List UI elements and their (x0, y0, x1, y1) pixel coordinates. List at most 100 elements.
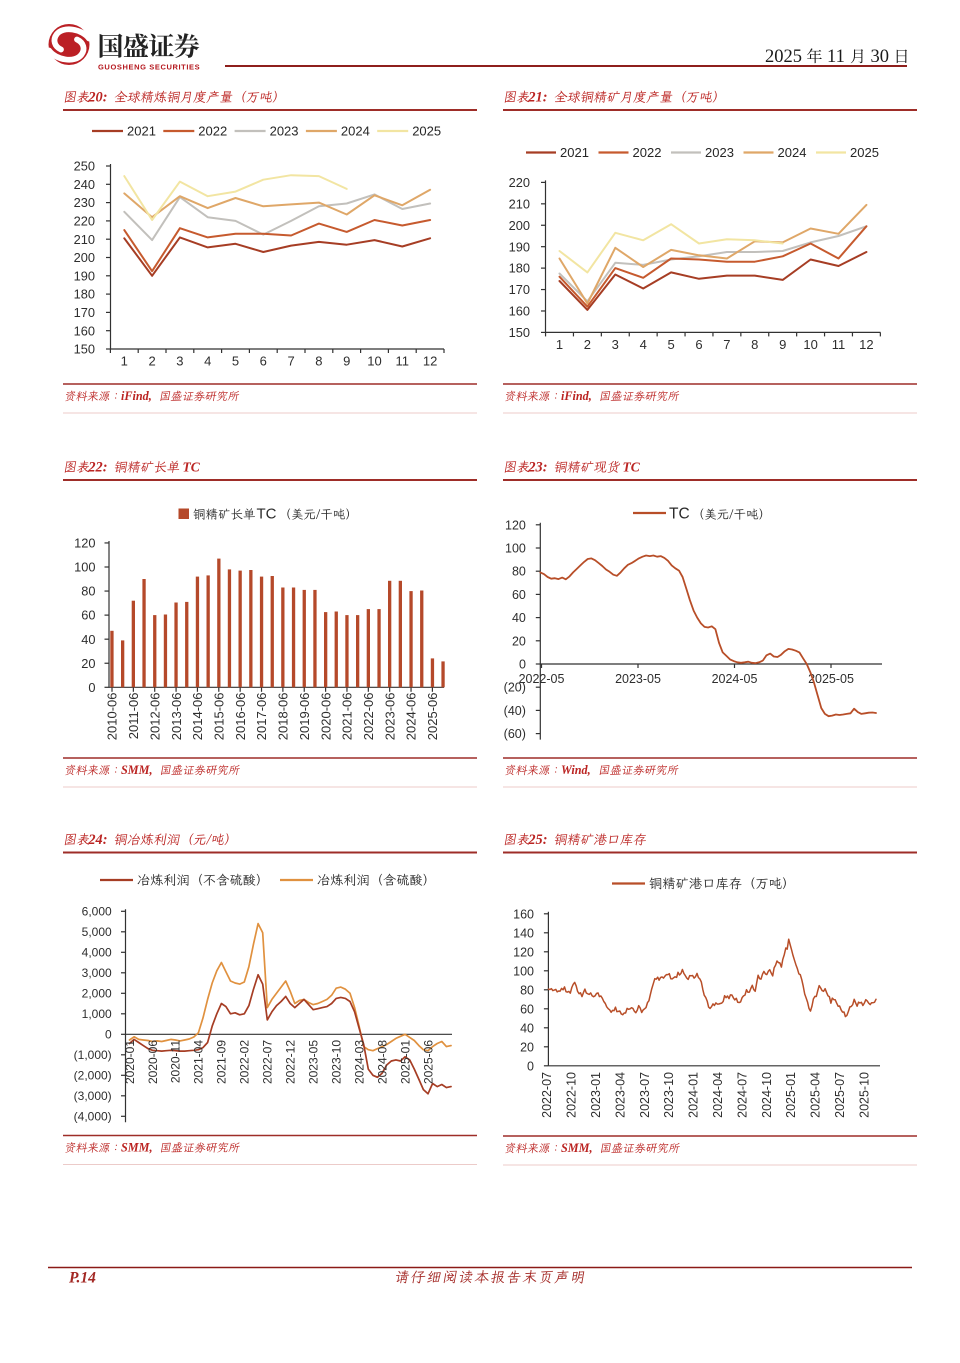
svg-text:2022-10: 2022-10 (565, 1072, 579, 1118)
svg-text:230: 230 (74, 195, 95, 210)
svg-text:1,000: 1,000 (82, 1007, 112, 1021)
svg-text:2022-06: 2022-06 (361, 693, 376, 741)
svg-text:60: 60 (81, 608, 95, 623)
svg-text:10: 10 (367, 354, 381, 369)
svg-text:0: 0 (105, 1028, 112, 1042)
svg-text:2021: 2021 (127, 124, 156, 139)
svg-text:20: 20 (81, 656, 95, 671)
svg-text:40: 40 (512, 611, 526, 625)
svg-text:2024-06: 2024-06 (404, 693, 419, 741)
svg-text:20:: 20: (87, 90, 107, 106)
svg-text:2023: 2023 (705, 145, 734, 160)
svg-text:11: 11 (827, 47, 845, 67)
svg-text:2022-02: 2022-02 (238, 1040, 252, 1084)
svg-text:190: 190 (74, 268, 95, 283)
svg-text:80: 80 (81, 584, 95, 599)
svg-text:7: 7 (723, 337, 730, 352)
svg-text:(3,000): (3,000) (74, 1089, 112, 1103)
svg-text:2025-10: 2025-10 (857, 1072, 871, 1118)
svg-text:2024-08: 2024-08 (375, 1040, 389, 1084)
svg-text:8: 8 (315, 354, 322, 369)
svg-text:2011-06: 2011-06 (126, 693, 141, 740)
svg-text:22:: 22: (87, 460, 107, 476)
svg-text:25:: 25: (527, 832, 547, 848)
svg-text:2024-10: 2024-10 (760, 1072, 774, 1118)
svg-text:2020-01: 2020-01 (123, 1040, 137, 1084)
svg-text:7: 7 (287, 354, 294, 369)
svg-text:200: 200 (74, 250, 95, 265)
svg-text:2025-06: 2025-06 (425, 693, 440, 741)
svg-text:(4,000): (4,000) (74, 1110, 112, 1124)
svg-text:2025-06: 2025-06 (421, 1040, 435, 1084)
svg-text:2025: 2025 (850, 145, 879, 160)
svg-text:2: 2 (148, 354, 155, 369)
svg-text:80: 80 (512, 565, 526, 579)
svg-text:2022-07: 2022-07 (261, 1040, 275, 1084)
svg-text:200: 200 (509, 218, 530, 233)
svg-text:GUOSHENG SECURITIES: GUOSHENG SECURITIES (98, 63, 200, 72)
svg-text:2025-01: 2025-01 (398, 1040, 412, 1084)
svg-text:170: 170 (509, 282, 530, 297)
svg-text:1: 1 (556, 337, 563, 352)
svg-text:3: 3 (176, 354, 183, 369)
svg-text:2023: 2023 (270, 124, 299, 139)
svg-text:2021-09: 2021-09 (215, 1040, 229, 1084)
svg-text:P.14: P.14 (69, 1270, 96, 1287)
svg-text:3,000: 3,000 (82, 966, 112, 980)
svg-text:2022-05: 2022-05 (519, 672, 565, 686)
svg-text:Wind,: Wind, (561, 763, 591, 777)
svg-text:2024-03: 2024-03 (353, 1040, 367, 1084)
svg-text:2024-07: 2024-07 (735, 1072, 749, 1118)
svg-text:2025: 2025 (412, 124, 441, 139)
svg-text:iFind,: iFind, (121, 389, 152, 403)
svg-text:TC: TC (257, 506, 277, 523)
svg-text:2022: 2022 (633, 145, 662, 160)
svg-text:60: 60 (512, 588, 526, 602)
svg-text:80: 80 (520, 983, 534, 997)
svg-text:30: 30 (871, 47, 890, 67)
svg-text:2024: 2024 (778, 145, 807, 160)
svg-text:2024-01: 2024-01 (687, 1072, 701, 1118)
svg-text:150: 150 (509, 325, 530, 340)
svg-text:2021-04: 2021-04 (192, 1040, 206, 1084)
svg-text:9: 9 (779, 337, 786, 352)
svg-text:2022: 2022 (198, 124, 227, 139)
svg-text:2023-05: 2023-05 (307, 1040, 321, 1084)
svg-text:2021: 2021 (560, 145, 589, 160)
svg-text:2022-12: 2022-12 (284, 1040, 298, 1084)
svg-text:SMM,: SMM, (561, 1141, 593, 1155)
svg-text:190: 190 (509, 239, 530, 254)
svg-text:160: 160 (513, 907, 534, 921)
svg-text:(60): (60) (504, 727, 526, 741)
svg-text:6,000: 6,000 (82, 905, 112, 919)
svg-text:1: 1 (121, 354, 128, 369)
svg-text:250: 250 (74, 159, 95, 174)
svg-text:iFind,: iFind, (561, 389, 592, 403)
svg-text:180: 180 (509, 261, 530, 276)
svg-text:SMM,: SMM, (121, 1141, 153, 1155)
svg-text:23:: 23: (527, 460, 547, 476)
svg-text:2025-07: 2025-07 (833, 1072, 847, 1118)
svg-text:0: 0 (527, 1059, 534, 1073)
svg-text:2018-06: 2018-06 (276, 693, 291, 741)
svg-text:2017-06: 2017-06 (254, 693, 269, 741)
svg-text:2024-05: 2024-05 (712, 672, 758, 686)
svg-text:2020-11: 2020-11 (169, 1040, 183, 1083)
svg-text:220: 220 (74, 214, 95, 229)
svg-text:11: 11 (396, 354, 410, 369)
svg-text:100: 100 (505, 542, 526, 556)
svg-text:2025-04: 2025-04 (809, 1072, 823, 1118)
svg-text:0: 0 (88, 680, 95, 695)
svg-text:(40): (40) (504, 704, 526, 718)
svg-text:10: 10 (803, 337, 817, 352)
svg-text:12: 12 (859, 337, 873, 352)
svg-text:(20): (20) (504, 681, 526, 695)
svg-text:2024: 2024 (341, 124, 370, 139)
svg-text:6: 6 (260, 354, 267, 369)
svg-text:2019-06: 2019-06 (297, 693, 312, 741)
svg-text:2023-10: 2023-10 (330, 1040, 344, 1084)
svg-text:4: 4 (204, 354, 211, 369)
svg-text:TC: TC (669, 506, 690, 523)
svg-text:6: 6 (695, 337, 702, 352)
svg-text:2025: 2025 (765, 47, 802, 67)
